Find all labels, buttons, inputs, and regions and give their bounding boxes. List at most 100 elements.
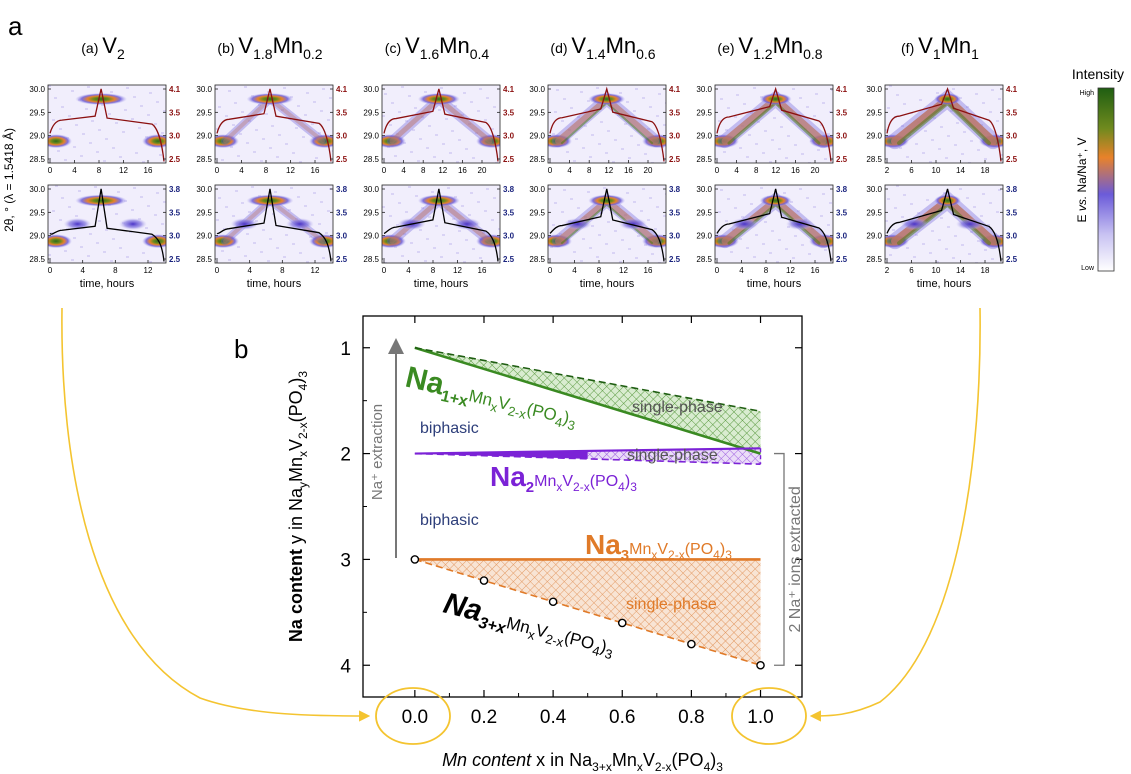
right-tick-label: 4.1 xyxy=(836,85,848,94)
x-tick-label: 20 xyxy=(811,166,820,175)
right-tick-label: 3.0 xyxy=(669,232,681,241)
right-tick-label: 2.5 xyxy=(169,155,181,164)
y-tick-label: 29.5 xyxy=(866,108,882,117)
x-tick-label: 12 xyxy=(619,266,628,275)
column-title-5: (f) V1Mn1 xyxy=(901,33,979,62)
column-title-3: (d) V1.4Mn0.6 xyxy=(550,33,655,62)
x-tick-label: 0 xyxy=(382,266,387,275)
y-tick-label: 29.5 xyxy=(363,208,379,217)
y-tick-label: 30.0 xyxy=(529,85,545,94)
x-tick-label: 8 xyxy=(421,166,426,175)
x-tick-label: 16 xyxy=(144,166,153,175)
y-tick-label: 29.5 xyxy=(696,108,712,117)
y-tick-label: 29.0 xyxy=(866,132,882,141)
right-tick-label: 3.8 xyxy=(1006,185,1018,194)
x-tick-label: 8 xyxy=(431,266,436,275)
x-tick-label: 8 xyxy=(764,266,769,275)
y-tick-label: 29.5 xyxy=(529,108,545,117)
y-tick-label: 29.0 xyxy=(866,232,882,241)
x-tick-label: 4 xyxy=(572,266,577,275)
x-tick-label: 20 xyxy=(644,166,653,175)
x-tick-label: 4 xyxy=(739,266,744,275)
x-tick-label: 12 xyxy=(771,166,780,175)
x-tick-label: 8 xyxy=(754,166,759,175)
x-tick-label: 0.0 xyxy=(402,707,428,728)
y-tick-label: 29.5 xyxy=(363,108,379,117)
gold-arrow-right xyxy=(809,307,981,722)
gold-connectors xyxy=(61,307,981,745)
y-axis-title: Na content y in NayMnxV2-x(PO4)3 xyxy=(286,371,310,642)
extraction-label: Na⁺ extraction xyxy=(369,404,386,500)
gold-ellipse-right xyxy=(731,687,807,745)
x-axis-label: time, hours xyxy=(917,278,972,290)
x-tick-label: 8 xyxy=(113,266,118,275)
column-title-1: (b) V1.8Mn0.2 xyxy=(217,33,322,62)
y-tick-label: 29.0 xyxy=(29,232,45,241)
right-tick-label: 3.5 xyxy=(503,108,515,117)
x-tick-label: 12 xyxy=(119,166,128,175)
y-tick-label: 29.0 xyxy=(529,232,545,241)
y-tick-label: 28.5 xyxy=(529,255,545,264)
right-tick-label: 3.0 xyxy=(336,132,348,141)
right-tick-label: 3.5 xyxy=(1006,108,1018,117)
x-tick-label: 1.0 xyxy=(747,707,773,728)
y-tick-label: 30.0 xyxy=(363,85,379,94)
right-tick-label: 2.5 xyxy=(503,255,515,264)
x-tick-label: 0 xyxy=(715,166,720,175)
panel-a-left-axis-label: 2θ, ° (λ = 1.5418 Å) xyxy=(1,128,16,232)
right-tick-label: 2.5 xyxy=(836,255,848,264)
right-tick-label: 3.0 xyxy=(503,232,515,241)
colorbar-title: Intensity xyxy=(1072,66,1124,82)
right-tick-label: 2.5 xyxy=(169,255,181,264)
x-axis-label: time, hours xyxy=(80,278,135,290)
series-line-0 xyxy=(414,346,761,455)
x-tick-label: 16 xyxy=(478,266,487,275)
x-tick-label: 12 xyxy=(453,266,462,275)
right-tick-label: 4.1 xyxy=(669,85,681,94)
x-tick-label: 2 xyxy=(885,266,890,275)
heatmap-2-0: 30.0 29.5 29.0 28.5 4.1 3.5 3.0 2.5 0 4 8 12 16 20 xyxy=(363,84,515,175)
heatmap-3-1: 30.0 29.5 29.0 28.5 3.8 3.5 3.0 2.5 0 4 8 12 16 xyxy=(529,184,681,275)
heatmap-4-0: 30.0 29.5 29.0 28.5 4.1 3.5 3.0 2.5 0 4 8 12 16 20 xyxy=(696,84,848,175)
right-tick-label: 3.5 xyxy=(1006,208,1018,217)
heatmap-1-0: 30.0 29.5 29.0 28.5 4.1 3.5 3.0 2.5 0 4 8 12 16 xyxy=(196,84,348,175)
y-tick-label: 29.5 xyxy=(29,208,45,217)
y-tick-label: 30.0 xyxy=(696,85,712,94)
colorbar-gradient xyxy=(1097,87,1115,272)
right-tick-label: 2.5 xyxy=(1006,255,1018,264)
y-tick-label: 30.0 xyxy=(866,185,882,194)
right-tick-label: 3.0 xyxy=(836,232,848,241)
x-tick-label: 16 xyxy=(791,166,800,175)
column-title-2: (c) V1.6Mn0.4 xyxy=(385,33,490,62)
x-axis-label: time, hours xyxy=(747,278,802,290)
series-line-1 xyxy=(414,346,761,413)
y-tick-label: 29.0 xyxy=(363,232,379,241)
y-tick-label: 30.0 xyxy=(866,85,882,94)
x-axis-title: Mn content x in Na3+xMnxV2-x(PO4)3 xyxy=(442,750,723,774)
right-tick-label: 3.5 xyxy=(336,208,348,217)
gold-arrow-left xyxy=(61,307,371,722)
right-tick-label: 2.5 xyxy=(669,255,681,264)
y-tick-label: 29.0 xyxy=(29,132,45,141)
x-tick-label: 0 xyxy=(215,266,220,275)
y-tick-label: 28.5 xyxy=(529,155,545,164)
x-tick-label: 12 xyxy=(311,266,320,275)
right-tick-label: 2.5 xyxy=(669,155,681,164)
y-tick-label: 29.5 xyxy=(196,208,212,217)
y-tick-label: 29.0 xyxy=(529,132,545,141)
right-tick-label: 3.5 xyxy=(669,208,681,217)
y-tick-label: 28.5 xyxy=(363,255,379,264)
y-tick-label: 29.5 xyxy=(29,108,45,117)
x-tick-label: 8 xyxy=(597,266,602,275)
y-tick-label: 28.5 xyxy=(866,255,882,264)
orange-formula: Na3MnxV2-x(PO4)3 xyxy=(585,529,732,564)
right-tick-label: 3.0 xyxy=(669,132,681,141)
x-tick-label: 18 xyxy=(981,266,990,275)
series-line-3 xyxy=(414,452,761,465)
heatmap-0-0: 30.0 29.5 29.0 28.5 4.1 3.5 3.0 2.5 0 4 8 12 16 xyxy=(29,84,181,175)
right-tick-label: 3.5 xyxy=(503,208,515,217)
purple-sliver xyxy=(414,450,588,459)
x-tick-label: 16 xyxy=(811,266,820,275)
x-tick-label: 16 xyxy=(311,166,320,175)
